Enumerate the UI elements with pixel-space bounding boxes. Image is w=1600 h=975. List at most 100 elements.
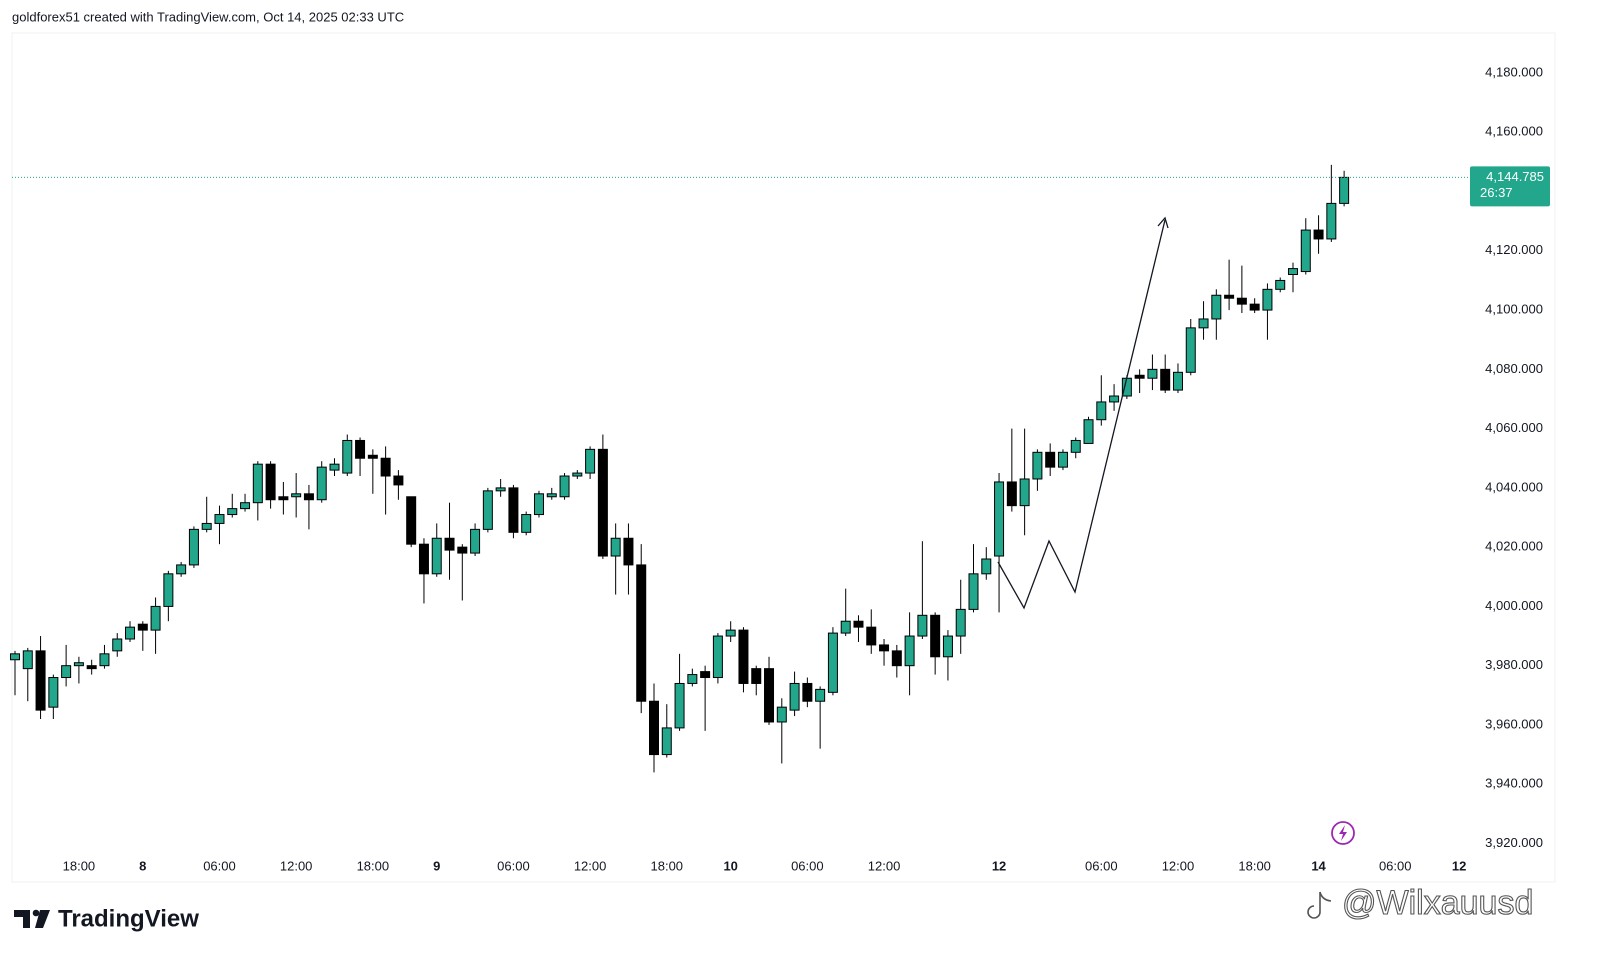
- x-tick-label: 06:00: [791, 858, 824, 873]
- candle-body: [240, 502, 251, 510]
- y-tick-label: 4,160.000: [1485, 124, 1543, 139]
- candle-body: [1134, 374, 1145, 379]
- candle-body: [1211, 294, 1222, 320]
- candle-body: [73, 662, 84, 667]
- x-tick-label: 12:00: [574, 858, 607, 873]
- candle-body: [1032, 451, 1043, 480]
- candle-body: [994, 481, 1005, 557]
- candle-body: [1019, 478, 1030, 507]
- y-tick-label: 4,060.000: [1485, 420, 1543, 435]
- attribution: goldforex51 created with TradingView.com…: [12, 9, 404, 24]
- candle-body: [712, 635, 723, 679]
- candle-body: [942, 635, 953, 658]
- candle-body: [1109, 395, 1120, 403]
- candle-body: [61, 665, 72, 679]
- x-tick-label: 12: [992, 858, 1006, 873]
- candle-body: [597, 448, 608, 557]
- candle-body: [1185, 327, 1196, 373]
- candle-body: [406, 496, 417, 545]
- candle-body: [815, 688, 826, 702]
- y-tick-label: 3,960.000: [1485, 716, 1543, 731]
- x-tick-label: 9: [433, 858, 440, 873]
- candle-body: [776, 706, 787, 723]
- candle-body: [623, 537, 634, 566]
- candle-body: [508, 487, 519, 533]
- candle-body: [559, 475, 570, 498]
- x-tick-label: 12:00: [280, 858, 313, 873]
- candle-body: [188, 528, 199, 566]
- candle-body: [342, 439, 353, 474]
- candle-body: [917, 614, 928, 637]
- candle-body: [431, 537, 442, 575]
- y-tick-label: 4,100.000: [1485, 302, 1543, 317]
- candle-body: [572, 472, 583, 477]
- candle-body: [457, 546, 468, 554]
- candle-body: [1083, 419, 1094, 444]
- candle-body: [1070, 439, 1081, 453]
- candle-body: [546, 493, 557, 498]
- x-tick-label: 14: [1311, 858, 1326, 873]
- candle-body: [738, 629, 749, 684]
- y-tick-label: 4,020.000: [1485, 539, 1543, 554]
- candle-body: [99, 653, 110, 667]
- last-price-box: [1470, 166, 1550, 207]
- candle-body: [636, 564, 647, 702]
- plot-frame: [11, 32, 1556, 883]
- candle-body: [1275, 279, 1286, 290]
- candle-body: [48, 677, 59, 708]
- candle-body: [789, 682, 800, 711]
- candle-body: [393, 475, 404, 486]
- candle-body: [879, 644, 890, 652]
- candle-body: [1172, 371, 1183, 391]
- candle-body: [649, 700, 659, 756]
- candle-body: [955, 608, 966, 637]
- x-tick-label: 12:00: [1162, 858, 1195, 873]
- x-tick-label: 06:00: [1379, 858, 1412, 873]
- candle-body: [764, 668, 775, 723]
- arrow-head: [1157, 216, 1169, 229]
- candle-body: [1045, 451, 1056, 468]
- candle-body: [265, 463, 276, 501]
- candle-body: [700, 671, 711, 679]
- candle-body: [610, 537, 621, 557]
- x-tick-label: 18:00: [63, 858, 96, 873]
- x-tick-label: 10: [723, 858, 737, 873]
- candle-body: [1224, 294, 1235, 299]
- candle-body: [10, 653, 20, 661]
- candle-body: [176, 564, 187, 575]
- candle-body: [125, 626, 136, 640]
- candle-body: [521, 514, 532, 533]
- candle-body: [1160, 368, 1171, 391]
- candle-body: [840, 620, 851, 634]
- candle-body: [827, 632, 838, 693]
- candle-body: [930, 614, 941, 658]
- candle-body: [112, 638, 123, 652]
- x-tick-label: 06:00: [497, 858, 530, 873]
- candle-body: [981, 558, 992, 575]
- candle-body: [674, 682, 685, 729]
- candle-body: [1249, 303, 1260, 311]
- candle-body: [802, 682, 813, 702]
- candle-body: [482, 490, 493, 530]
- x-tick-label: 8: [139, 858, 146, 873]
- drawn-arrow: [997, 219, 1166, 610]
- y-tick-label: 4,080.000: [1485, 361, 1543, 376]
- candle-body: [1262, 288, 1273, 311]
- candle-body: [444, 537, 455, 551]
- candles: [10, 164, 1350, 773]
- candle-body: [687, 674, 698, 684]
- candle-body: [891, 650, 902, 667]
- candle-body: [495, 487, 506, 492]
- candle-body: [150, 605, 161, 631]
- last-price-label: 4,144.785: [1486, 169, 1544, 184]
- y-tick-label: 4,120.000: [1485, 242, 1543, 257]
- candle-body: [1057, 451, 1068, 468]
- candle-body: [661, 727, 672, 756]
- candle-body: [725, 629, 736, 637]
- candle-body: [1006, 481, 1017, 507]
- candle-body: [1236, 297, 1247, 305]
- candle-body: [137, 623, 148, 631]
- watermark: @Wilxauusd: [1342, 884, 1533, 922]
- candle-body: [35, 650, 46, 711]
